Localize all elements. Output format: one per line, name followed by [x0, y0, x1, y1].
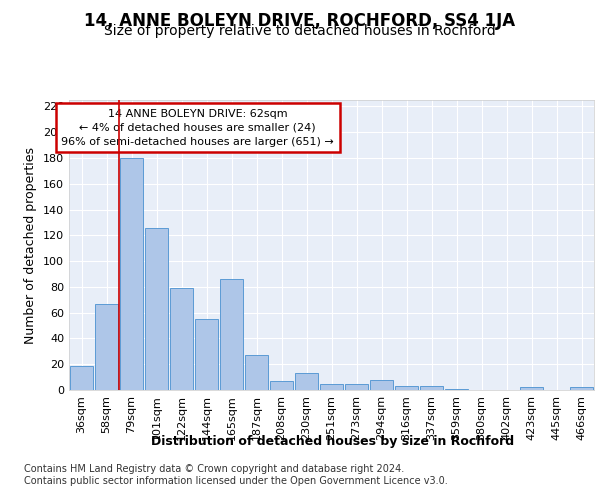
Bar: [269, 381, 293, 390]
Text: Size of property relative to detached houses in Rochford: Size of property relative to detached ho…: [104, 24, 496, 38]
Text: 14, ANNE BOLEYN DRIVE, ROCHFORD, SS4 1JA: 14, ANNE BOLEYN DRIVE, ROCHFORD, SS4 1JA: [85, 12, 515, 30]
Text: Contains public sector information licensed under the Open Government Licence v3: Contains public sector information licen…: [24, 476, 448, 486]
Bar: [320, 384, 343, 390]
Bar: [194, 319, 218, 390]
Bar: [370, 380, 394, 390]
Bar: [295, 373, 319, 390]
Bar: [70, 366, 94, 390]
Text: Contains HM Land Registry data © Crown copyright and database right 2024.: Contains HM Land Registry data © Crown c…: [24, 464, 404, 474]
Bar: [145, 228, 169, 390]
Bar: [245, 355, 268, 390]
Text: 14 ANNE BOLEYN DRIVE: 62sqm
← 4% of detached houses are smaller (24)
96% of semi: 14 ANNE BOLEYN DRIVE: 62sqm ← 4% of deta…: [61, 108, 334, 146]
Bar: [170, 288, 193, 390]
Text: Distribution of detached houses by size in Rochford: Distribution of detached houses by size …: [151, 435, 515, 448]
Bar: [95, 304, 118, 390]
Bar: [520, 388, 544, 390]
Bar: [119, 158, 143, 390]
Bar: [419, 386, 443, 390]
Y-axis label: Number of detached properties: Number of detached properties: [25, 146, 37, 344]
Bar: [569, 388, 593, 390]
Bar: [395, 386, 418, 390]
Bar: [445, 388, 469, 390]
Bar: [344, 384, 368, 390]
Bar: [220, 279, 244, 390]
